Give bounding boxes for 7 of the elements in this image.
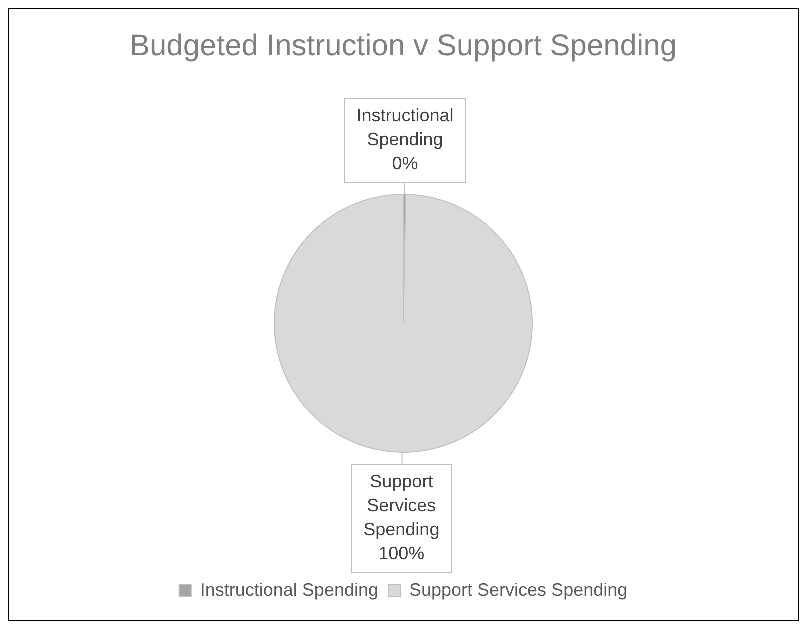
chart-title: Budgeted Instruction v Support Spending (130, 29, 678, 62)
legend-label: Instructional Spending (200, 580, 378, 600)
slice-label: Support Services Spending (364, 471, 440, 540)
data-label: 100% (378, 543, 425, 564)
legend-label: Support Services Spending (409, 580, 628, 600)
data-label: 0% (392, 154, 418, 174)
slice-label: Instructional Spending (356, 106, 454, 150)
